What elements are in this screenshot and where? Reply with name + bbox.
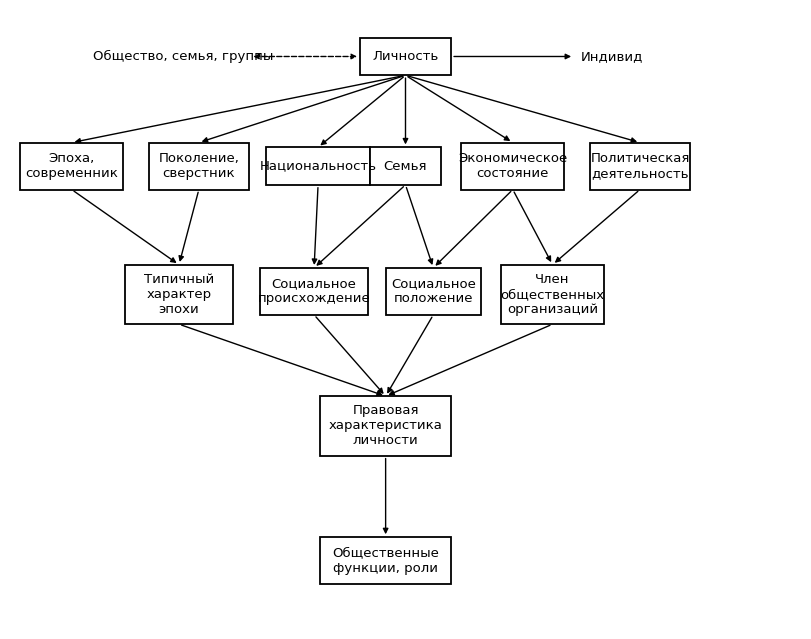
Text: Поколение,
сверстник: Поколение, сверстник bbox=[158, 152, 239, 180]
FancyBboxPatch shape bbox=[20, 142, 123, 190]
FancyBboxPatch shape bbox=[149, 142, 248, 190]
Text: Личность: Личность bbox=[372, 50, 439, 63]
Text: Национальность: Национальность bbox=[260, 160, 376, 173]
Text: Член
общественных
организаций: Член общественных организаций bbox=[500, 273, 604, 316]
FancyBboxPatch shape bbox=[590, 142, 689, 190]
Text: Экономическое
состояние: Экономическое состояние bbox=[458, 152, 568, 180]
FancyBboxPatch shape bbox=[320, 396, 451, 456]
FancyBboxPatch shape bbox=[260, 268, 367, 315]
FancyBboxPatch shape bbox=[320, 537, 451, 584]
Text: Эпоха,
современник: Эпоха, современник bbox=[25, 152, 118, 180]
Text: Семья: Семья bbox=[384, 160, 427, 173]
FancyBboxPatch shape bbox=[501, 265, 604, 324]
Text: Правовая
характеристика
личности: Правовая характеристика личности bbox=[328, 404, 443, 447]
Text: Социальное
положение: Социальное положение bbox=[391, 277, 476, 305]
Text: Индивид: Индивид bbox=[581, 50, 643, 63]
FancyBboxPatch shape bbox=[266, 148, 370, 185]
FancyBboxPatch shape bbox=[126, 265, 233, 324]
Text: Общественные
функции, роли: Общественные функции, роли bbox=[333, 546, 439, 574]
Text: Общество, семья, группы: Общество, семья, группы bbox=[92, 50, 273, 63]
Text: Типичный
характер
эпохи: Типичный характер эпохи bbox=[144, 273, 214, 316]
FancyBboxPatch shape bbox=[386, 268, 481, 315]
FancyBboxPatch shape bbox=[370, 148, 441, 185]
Text: Социальное
происхождение: Социальное происхождение bbox=[258, 277, 371, 305]
FancyBboxPatch shape bbox=[461, 142, 564, 190]
Text: Политическая
деятельность: Политическая деятельность bbox=[590, 152, 689, 180]
FancyBboxPatch shape bbox=[360, 38, 451, 75]
